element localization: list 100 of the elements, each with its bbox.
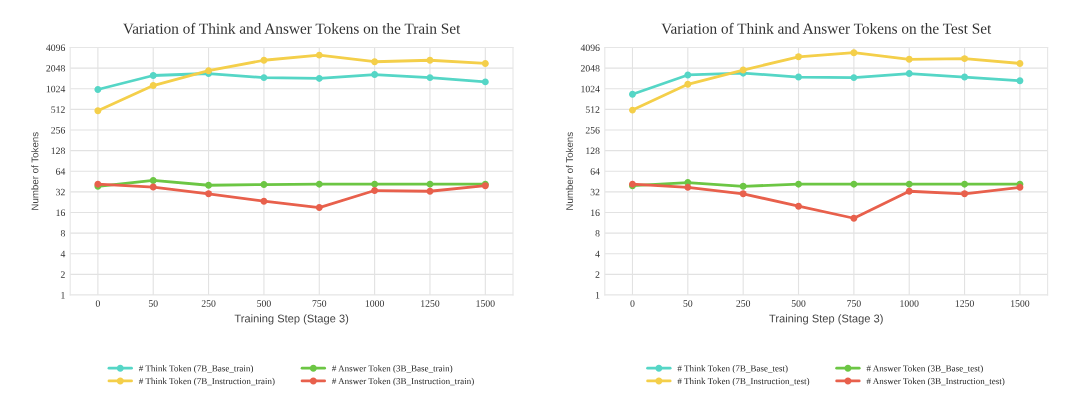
chart-title: Variation of Think and Answer Tokens on the Test Set <box>661 22 992 34</box>
point <box>315 204 323 212</box>
point <box>149 176 157 184</box>
point <box>94 107 102 115</box>
point <box>149 183 157 191</box>
y-tick-label: 4096 <box>46 44 66 51</box>
y-axis-title: Number of Tokens <box>565 132 574 210</box>
y-tick-label: 256 <box>51 126 66 134</box>
point <box>961 190 969 198</box>
x-tick-label: 1250 <box>955 300 974 307</box>
point <box>961 55 969 63</box>
point <box>795 73 802 81</box>
y-tick-label: 4096 <box>580 44 600 51</box>
point <box>260 181 268 188</box>
point <box>795 202 802 210</box>
x-axis-title: Training Step (Stage 3) <box>234 314 349 325</box>
x-tick-label: 50 <box>148 300 158 307</box>
point <box>426 180 434 188</box>
point <box>149 82 157 90</box>
point <box>850 49 858 57</box>
x-tick-label: 500 <box>257 300 271 307</box>
y-tick-label: 16 <box>591 209 600 216</box>
legend-label: # Think Token (7B_Instruction_test) <box>677 377 810 387</box>
x-tick-label: 1500 <box>476 300 495 307</box>
point <box>371 180 379 188</box>
point <box>905 70 913 77</box>
point <box>961 180 969 188</box>
y-tick-label: 1024 <box>46 85 66 93</box>
x-tick-label: 50 <box>683 300 693 307</box>
y-tick-label: 2 <box>60 271 65 278</box>
chart-title: Variation of Think and Answer Tokens on the Train Set <box>123 22 461 34</box>
x-tick-label: 500 <box>791 300 806 307</box>
y-tick-label: 4 <box>595 250 600 258</box>
point <box>739 182 747 190</box>
point <box>371 71 379 79</box>
point <box>905 187 913 195</box>
y-tick-label: 64 <box>56 168 66 175</box>
x-tick-label: 1000 <box>900 300 919 307</box>
y-tick-label: 32 <box>56 188 65 196</box>
y-tick-label: 128 <box>51 147 65 155</box>
x-tick-label: 750 <box>847 300 861 307</box>
x-tick-label: 1500 <box>1011 300 1030 307</box>
point <box>149 72 157 79</box>
y-tick-label: 512 <box>585 106 600 113</box>
y-tick-label: 32 <box>590 188 600 196</box>
point <box>371 187 379 194</box>
y-axis-title: Number of Tokens <box>31 132 39 210</box>
y-tick-label: 512 <box>51 106 65 113</box>
point <box>739 190 747 198</box>
y-tick-label: 8 <box>60 230 65 237</box>
point <box>1016 77 1024 85</box>
legend-label: # Think Token (7B_Instruction_train) <box>138 377 275 387</box>
legend-label: # Think Token (7B_Base_train) <box>138 365 254 374</box>
point <box>426 56 434 64</box>
x-tick-label: 1000 <box>365 300 384 307</box>
y-tick-label: 2048 <box>46 65 65 72</box>
point <box>260 56 268 64</box>
x-tick-label: 750 <box>312 300 327 307</box>
y-tick-label: 1024 <box>581 85 600 93</box>
x-tick-label: 250 <box>736 300 751 307</box>
point <box>905 55 913 63</box>
point <box>426 187 434 195</box>
point <box>371 58 379 66</box>
point <box>315 51 323 59</box>
y-tick-label: 64 <box>590 168 600 175</box>
point <box>629 106 636 114</box>
point <box>205 181 213 189</box>
point <box>850 214 858 222</box>
x-tick-label: 0 <box>630 300 635 307</box>
point <box>1016 59 1024 67</box>
legend-label: # Answer Token (3B_Instruction_train) <box>332 377 474 387</box>
point <box>315 180 323 188</box>
legend-label: # Answer Token (3B_Base_test) <box>866 365 983 374</box>
point <box>850 74 858 82</box>
y-tick-label: 2048 <box>580 65 600 72</box>
point <box>684 71 692 79</box>
point <box>315 74 323 82</box>
y-tick-label: 8 <box>595 230 600 237</box>
x-tick-label: 1250 <box>421 300 440 307</box>
y-tick-label: 4 <box>60 250 66 258</box>
point <box>260 197 268 205</box>
x-tick-label: 250 <box>201 300 216 307</box>
point <box>850 180 858 188</box>
y-tick-label: 2 <box>595 271 600 278</box>
point <box>629 90 636 98</box>
point <box>684 80 692 88</box>
x-tick-label: 0 <box>95 300 100 307</box>
y-tick-label: 1 <box>595 291 600 299</box>
legend-label: # Answer Token (3B_Base_train) <box>332 365 453 374</box>
y-tick-label: 1 <box>61 291 65 299</box>
point <box>260 74 268 82</box>
point <box>481 78 489 86</box>
y-tick-label: 256 <box>585 126 600 134</box>
point <box>961 73 969 81</box>
point <box>905 180 913 188</box>
legend-label: # Think Token (7B_Base_test) <box>677 365 788 374</box>
point <box>795 180 802 188</box>
x-axis-title: Training Step (Stage 3) <box>769 314 883 325</box>
point <box>684 183 692 191</box>
point <box>94 86 102 93</box>
